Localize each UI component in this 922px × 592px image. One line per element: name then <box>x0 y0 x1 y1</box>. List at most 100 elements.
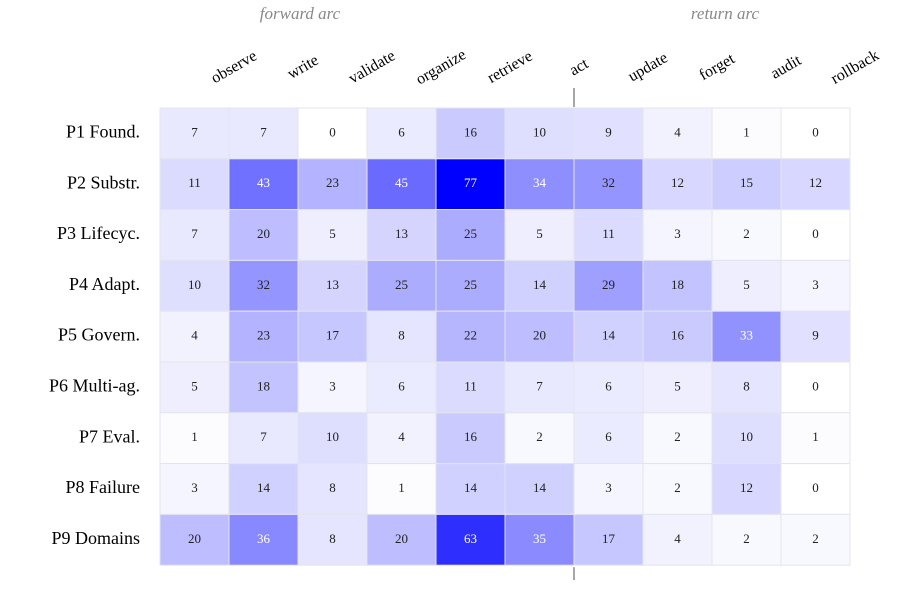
heatmap-cell <box>504 463 575 515</box>
heatmap-cell <box>159 361 230 414</box>
cell-value: 0 <box>812 480 819 495</box>
cell-value: 15 <box>740 175 753 190</box>
cell-value: 16 <box>464 429 478 444</box>
cell-value: 17 <box>602 531 616 546</box>
row-label: P3 Lifecyc. <box>57 223 140 243</box>
cell-value: 12 <box>671 175 684 190</box>
cell-value: 10 <box>740 429 753 444</box>
heatmap-cell <box>228 463 299 515</box>
column-label: update <box>625 49 670 85</box>
heatmap-cell <box>711 513 782 566</box>
heatmap-cell <box>573 158 644 211</box>
column-label: organize <box>413 46 469 88</box>
heatmap-cell <box>435 361 506 414</box>
cell-value: 0 <box>329 124 336 139</box>
heatmap-cell <box>711 463 782 515</box>
cell-value: 16 <box>671 328 685 343</box>
annotation: forward arc <box>260 4 341 23</box>
heatmap-cell <box>711 412 782 465</box>
heatmap-cell <box>504 310 575 363</box>
cell-value: 3 <box>329 378 336 393</box>
row-label: P5 Govern. <box>58 325 140 345</box>
cell-value: 32 <box>257 277 270 292</box>
column-label: act <box>567 55 592 79</box>
column-label: forget <box>696 50 738 84</box>
heatmap-cell <box>366 361 437 414</box>
heatmap-cell <box>297 361 368 414</box>
cell-value: 13 <box>395 226 408 241</box>
cell-value: 2 <box>812 531 819 546</box>
heatmap-cell <box>642 158 713 211</box>
heatmap-cell <box>435 463 506 515</box>
row-label: P1 Found. <box>66 122 140 142</box>
heatmap-cell <box>780 259 851 312</box>
cell-value: 23 <box>257 328 270 343</box>
cell-value: 1 <box>191 429 198 444</box>
cell-value: 25 <box>464 277 477 292</box>
cell-value: 4 <box>674 124 681 139</box>
heatmap-cell <box>504 259 575 312</box>
cell-value: 5 <box>191 378 198 393</box>
cell-value: 14 <box>464 480 478 495</box>
heatmap-cell <box>573 463 644 515</box>
cell-value: 4 <box>674 531 681 546</box>
cell-value: 6 <box>398 378 405 393</box>
column-label: retrieve <box>485 48 536 87</box>
cell-value: 0 <box>812 226 819 241</box>
heatmap-cell <box>573 209 644 261</box>
heatmap-cell <box>159 107 230 160</box>
heatmap-cell <box>297 107 368 160</box>
cell-value: 18 <box>257 378 270 393</box>
cell-value: 2 <box>674 480 681 495</box>
cell-value: 2 <box>536 429 543 444</box>
cell-value: 25 <box>464 226 477 241</box>
cell-value: 1 <box>398 480 405 495</box>
cell-value: 3 <box>191 480 198 495</box>
row-label: P4 Adapt. <box>69 274 140 294</box>
cell-value: 36 <box>257 531 271 546</box>
heatmap-cell <box>780 513 851 566</box>
cell-value: 23 <box>326 175 339 190</box>
heatmap-cell <box>366 158 437 211</box>
row-label: P2 Substr. <box>67 172 140 192</box>
heatmap-cell <box>228 209 299 261</box>
cell-value: 12 <box>809 175 822 190</box>
cell-value: 5 <box>674 378 681 393</box>
cell-value: 7 <box>260 124 267 139</box>
heatmap-cell <box>711 158 782 211</box>
heatmap-cell <box>711 259 782 312</box>
cell-value: 7 <box>191 124 198 139</box>
heatmap-cell <box>504 107 575 160</box>
cell-value: 29 <box>602 277 615 292</box>
cell-value: 45 <box>395 175 408 190</box>
heatmap-cell <box>366 412 437 465</box>
heatmap-cell <box>159 209 230 261</box>
cell-value: 8 <box>743 378 750 393</box>
cell-value: 4 <box>191 328 198 343</box>
cell-value: 14 <box>257 480 271 495</box>
heatmap-cell <box>159 513 230 566</box>
cell-value: 14 <box>602 328 616 343</box>
heatmap-cell <box>159 412 230 465</box>
cell-value: 10 <box>188 277 201 292</box>
cell-value: 2 <box>743 531 750 546</box>
cell-value: 2 <box>674 429 681 444</box>
heatmap-cell <box>366 513 437 566</box>
heatmap-cell <box>642 209 713 261</box>
column-label: rollback <box>828 47 882 88</box>
heatmap-cell <box>573 259 644 312</box>
heatmap-cell <box>297 513 368 566</box>
heatmap-cell <box>780 463 851 515</box>
cell-value: 14 <box>533 480 547 495</box>
cell-value: 1 <box>743 124 750 139</box>
heatmap-cell <box>780 412 851 465</box>
cell-value: 11 <box>602 226 615 241</box>
column-label: audit <box>768 52 805 83</box>
cell-value: 20 <box>533 328 546 343</box>
cell-value: 35 <box>533 531 546 546</box>
cell-value: 12 <box>740 480 753 495</box>
cell-value: 20 <box>188 531 201 546</box>
cell-value: 17 <box>326 328 340 343</box>
